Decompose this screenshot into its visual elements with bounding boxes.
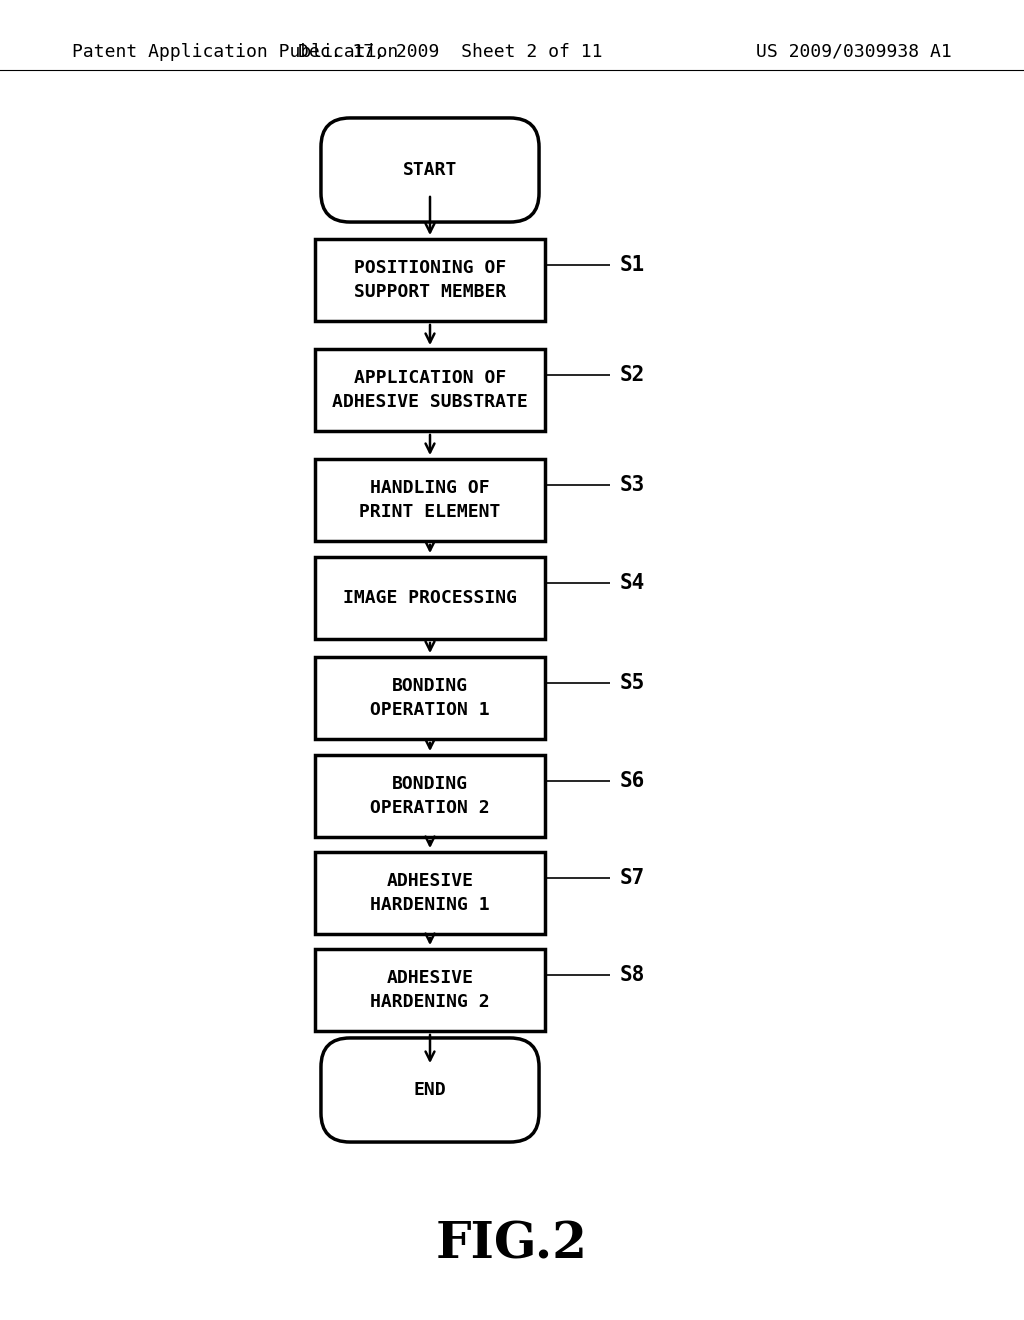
Text: END: END — [414, 1081, 446, 1100]
FancyBboxPatch shape — [315, 949, 545, 1031]
Text: S1: S1 — [620, 255, 645, 276]
Text: POSITIONING OF
SUPPORT MEMBER: POSITIONING OF SUPPORT MEMBER — [354, 259, 506, 301]
Text: ADHESIVE
HARDENING 1: ADHESIVE HARDENING 1 — [371, 873, 489, 913]
FancyBboxPatch shape — [315, 459, 545, 541]
FancyBboxPatch shape — [321, 117, 539, 222]
Text: S7: S7 — [620, 869, 645, 888]
FancyBboxPatch shape — [315, 851, 545, 935]
Text: Dec. 17, 2009  Sheet 2 of 11: Dec. 17, 2009 Sheet 2 of 11 — [298, 44, 603, 61]
FancyBboxPatch shape — [315, 348, 545, 432]
Text: BONDING
OPERATION 2: BONDING OPERATION 2 — [371, 775, 489, 817]
Text: S6: S6 — [620, 771, 645, 791]
FancyBboxPatch shape — [315, 755, 545, 837]
Text: US 2009/0309938 A1: US 2009/0309938 A1 — [757, 44, 952, 61]
Text: S8: S8 — [620, 965, 645, 985]
Text: S3: S3 — [620, 475, 645, 495]
Text: START: START — [402, 161, 457, 180]
Text: S4: S4 — [620, 573, 645, 593]
FancyBboxPatch shape — [315, 657, 545, 739]
FancyBboxPatch shape — [321, 1038, 539, 1142]
Text: APPLICATION OF
ADHESIVE SUBSTRATE: APPLICATION OF ADHESIVE SUBSTRATE — [332, 370, 528, 411]
FancyBboxPatch shape — [315, 239, 545, 321]
FancyBboxPatch shape — [315, 557, 545, 639]
Text: HANDLING OF
PRINT ELEMENT: HANDLING OF PRINT ELEMENT — [359, 479, 501, 521]
Text: Patent Application Publication: Patent Application Publication — [72, 44, 398, 61]
Text: S5: S5 — [620, 673, 645, 693]
Text: BONDING
OPERATION 1: BONDING OPERATION 1 — [371, 677, 489, 719]
Text: FIG.2: FIG.2 — [436, 1221, 588, 1270]
Text: ADHESIVE
HARDENING 2: ADHESIVE HARDENING 2 — [371, 969, 489, 1011]
Text: S2: S2 — [620, 366, 645, 385]
Text: IMAGE PROCESSING: IMAGE PROCESSING — [343, 589, 517, 607]
